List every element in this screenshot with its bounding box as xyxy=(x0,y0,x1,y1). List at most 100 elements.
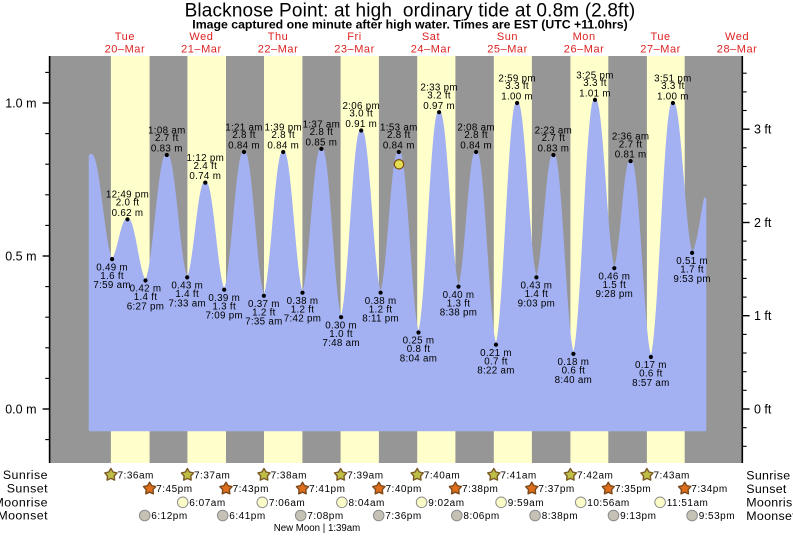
svg-text:7:45pm: 7:45pm xyxy=(156,484,192,495)
svg-text:Moonset: Moonset xyxy=(0,509,48,523)
svg-text:Tue: Tue xyxy=(115,31,135,43)
svg-text:7:43pm: 7:43pm xyxy=(233,484,269,495)
svg-text:0.18 m: 0.18 m xyxy=(558,357,590,368)
svg-text:2:23 am: 2:23 am xyxy=(535,125,573,136)
svg-text:3:51 pm: 3:51 pm xyxy=(654,73,692,84)
svg-text:6:41pm: 6:41pm xyxy=(229,511,265,522)
svg-text:New Moon | 1:39am: New Moon | 1:39am xyxy=(274,523,361,534)
svg-text:8:38 pm: 8:38 pm xyxy=(440,308,478,319)
svg-text:1.3 ft: 1.3 ft xyxy=(212,301,236,312)
svg-text:7:37pm: 7:37pm xyxy=(538,484,574,495)
svg-text:23–Mar: 23–Mar xyxy=(334,44,375,56)
svg-text:9:03 pm: 9:03 pm xyxy=(518,298,556,309)
svg-text:7:43am: 7:43am xyxy=(654,471,690,482)
svg-text:0.43 m: 0.43 m xyxy=(171,281,203,292)
svg-text:8:38pm: 8:38pm xyxy=(542,511,578,522)
svg-text:8:04am: 8:04am xyxy=(349,498,385,509)
svg-text:0.6 ft: 0.6 ft xyxy=(562,366,586,377)
svg-text:6:07am: 6:07am xyxy=(189,498,225,509)
svg-text:25–Mar: 25–Mar xyxy=(487,44,528,56)
svg-text:7:40am: 7:40am xyxy=(424,471,460,482)
svg-text:3.2 ft: 3.2 ft xyxy=(427,90,451,101)
svg-text:1:21 am: 1:21 am xyxy=(225,122,263,133)
svg-text:Blacknose Point: at high ordi: Blacknose Point: at high ordinary tide a… xyxy=(185,0,636,21)
svg-text:1:39 pm: 1:39 pm xyxy=(264,122,302,133)
svg-text:3:25 pm: 3:25 pm xyxy=(576,70,614,81)
svg-text:7:09 pm: 7:09 pm xyxy=(205,311,243,322)
svg-text:0.49 m: 0.49 m xyxy=(96,262,128,273)
svg-text:7:34pm: 7:34pm xyxy=(691,484,727,495)
svg-text:0.38 m: 0.38 m xyxy=(287,296,319,307)
svg-text:0.97 m: 0.97 m xyxy=(423,101,455,112)
svg-text:12:49 pm: 12:49 pm xyxy=(106,190,149,201)
svg-text:3.0 ft: 3.0 ft xyxy=(349,109,373,120)
svg-text:Sunset: Sunset xyxy=(746,482,787,496)
svg-text:0.62 m: 0.62 m xyxy=(112,208,144,219)
svg-text:0.83 m: 0.83 m xyxy=(151,144,183,155)
svg-text:7:33 am: 7:33 am xyxy=(168,298,206,309)
svg-text:7:48 am: 7:48 am xyxy=(322,338,360,349)
svg-text:3 ft: 3 ft xyxy=(754,123,772,137)
svg-text:2.8 ft: 2.8 ft xyxy=(271,130,295,141)
svg-text:6:12pm: 6:12pm xyxy=(151,511,187,522)
svg-text:0.6 ft: 0.6 ft xyxy=(639,369,663,380)
svg-text:9:53 pm: 9:53 pm xyxy=(673,274,711,285)
svg-text:26–Mar: 26–Mar xyxy=(564,44,605,56)
svg-text:0.5 m: 0.5 m xyxy=(5,249,36,263)
svg-text:9:53pm: 9:53pm xyxy=(699,511,735,522)
svg-text:2:08 am: 2:08 am xyxy=(457,122,495,133)
svg-text:2.7 ft: 2.7 ft xyxy=(619,139,643,150)
svg-text:7:08pm: 7:08pm xyxy=(307,511,343,522)
svg-text:0.17 m: 0.17 m xyxy=(635,360,667,371)
svg-text:Wed: Wed xyxy=(725,31,749,43)
svg-text:2:33 pm: 2:33 pm xyxy=(420,83,458,94)
svg-text:0.40 m: 0.40 m xyxy=(443,290,475,301)
svg-text:1:08 am: 1:08 am xyxy=(148,125,186,136)
svg-text:Wed: Wed xyxy=(189,31,213,43)
svg-text:27–Mar: 27–Mar xyxy=(640,44,681,56)
svg-text:28–Mar: 28–Mar xyxy=(717,44,758,56)
svg-text:8:40 am: 8:40 am xyxy=(555,375,593,386)
svg-text:0.83 m: 0.83 m xyxy=(538,144,570,155)
svg-text:8:06pm: 8:06pm xyxy=(463,511,499,522)
svg-text:Mon: Mon xyxy=(573,31,596,43)
svg-text:Moonrise: Moonrise xyxy=(0,495,48,509)
svg-text:0.84 m: 0.84 m xyxy=(228,141,260,152)
svg-text:1.5 ft: 1.5 ft xyxy=(603,280,627,291)
svg-text:1.00 m: 1.00 m xyxy=(501,92,533,103)
svg-text:1.00 m: 1.00 m xyxy=(657,92,689,103)
svg-text:0.85 m: 0.85 m xyxy=(306,138,338,149)
svg-text:21–Mar: 21–Mar xyxy=(181,44,222,56)
svg-text:0.74 m: 0.74 m xyxy=(189,171,221,182)
svg-text:7:36am: 7:36am xyxy=(118,471,154,482)
svg-text:1:53 am: 1:53 am xyxy=(380,122,418,133)
svg-text:7:59 am: 7:59 am xyxy=(93,280,131,291)
svg-text:7:06am: 7:06am xyxy=(269,498,305,509)
svg-text:Sunset: Sunset xyxy=(7,482,48,496)
svg-text:2:59 pm: 2:59 pm xyxy=(498,73,536,84)
svg-text:0.21 m: 0.21 m xyxy=(480,348,512,359)
svg-text:10:56am: 10:56am xyxy=(587,498,629,509)
svg-text:9:59am: 9:59am xyxy=(508,498,544,509)
svg-text:Moonset: Moonset xyxy=(746,509,793,523)
svg-text:0.43 m: 0.43 m xyxy=(521,281,553,292)
svg-text:0.7 ft: 0.7 ft xyxy=(484,356,508,367)
svg-text:1.3 ft: 1.3 ft xyxy=(447,298,471,309)
svg-text:7:38pm: 7:38pm xyxy=(462,484,498,495)
svg-text:2.4 ft: 2.4 ft xyxy=(194,161,218,172)
svg-text:1.2 ft: 1.2 ft xyxy=(369,304,393,315)
svg-text:24–Mar: 24–Mar xyxy=(411,44,452,56)
svg-text:0.38 m: 0.38 m xyxy=(365,296,397,307)
svg-text:2.8 ft: 2.8 ft xyxy=(464,130,488,141)
svg-text:8:11 pm: 8:11 pm xyxy=(362,314,399,325)
svg-text:7:42 pm: 7:42 pm xyxy=(284,314,322,325)
svg-text:0.84 m: 0.84 m xyxy=(383,141,415,152)
svg-text:3.3 ft: 3.3 ft xyxy=(505,81,529,92)
svg-text:0.39 m: 0.39 m xyxy=(208,293,240,304)
svg-text:3.3 ft: 3.3 ft xyxy=(583,78,607,89)
svg-text:20–Mar: 20–Mar xyxy=(105,44,146,56)
svg-text:1.2 ft: 1.2 ft xyxy=(291,304,315,315)
svg-text:7:38am: 7:38am xyxy=(271,471,307,482)
svg-text:2.8 ft: 2.8 ft xyxy=(310,127,334,138)
svg-text:Sun: Sun xyxy=(497,31,518,43)
